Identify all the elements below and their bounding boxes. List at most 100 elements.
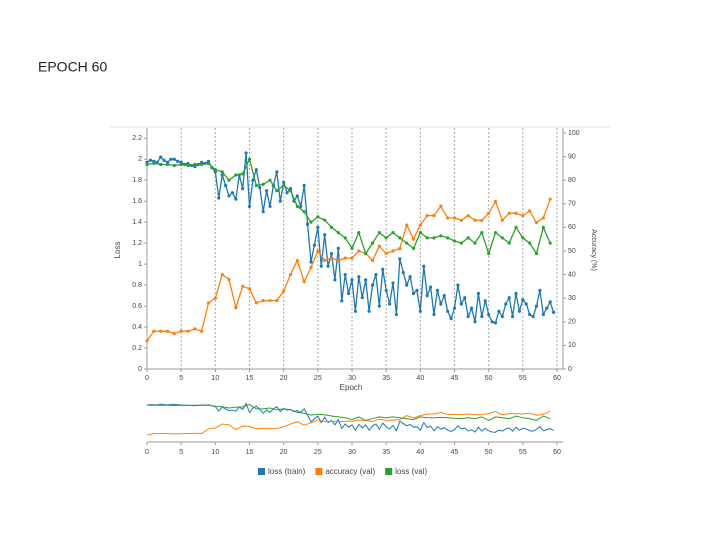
point [336,246,340,250]
point [326,264,330,268]
point [500,314,504,319]
y2-tick-label: 40 [568,271,576,278]
point [323,258,327,263]
y2-tick-label: 80 [568,177,576,184]
y2-axis-label: Accuracy (%) [590,229,597,271]
point [179,329,183,333]
mini-x-tick-label: 55 [519,449,527,456]
mini-x-tick-label: 10 [211,449,219,456]
point [439,234,443,238]
point [360,296,364,300]
mini-x-tick-label: 15 [246,449,254,456]
point [370,241,375,245]
y-tick-label: 2 [138,156,142,163]
point [466,236,470,240]
point [387,302,392,306]
point [220,170,224,174]
point [295,204,299,209]
point [418,231,422,235]
legend-label: loss (train) [268,467,306,476]
point [432,236,436,240]
point [459,241,463,245]
point [206,161,211,166]
point [282,183,286,188]
point [329,225,334,229]
point [548,241,552,245]
point [446,309,450,313]
x-axis-label: Epoch [340,383,363,392]
point [456,283,460,287]
point [411,291,416,296]
point [213,168,217,172]
point [295,258,299,263]
point [200,329,204,333]
point [350,278,354,282]
point [469,306,474,310]
point [480,314,484,319]
mini-series-line [146,403,551,421]
x-tick-label: 10 [211,375,219,382]
point [258,185,262,190]
point [398,236,402,240]
point [261,182,265,186]
point [367,309,371,313]
point [288,189,293,193]
point [336,231,340,235]
mini-x-tick-label: 30 [348,449,356,456]
point [500,218,504,222]
point [152,161,156,166]
point [446,216,450,220]
point [408,275,412,279]
point [241,284,245,288]
point [305,222,310,226]
point [466,314,470,319]
x-tick-label: 60 [553,375,561,382]
point [490,320,494,324]
point [251,178,255,182]
point [528,312,532,317]
point [364,278,368,282]
point [391,231,395,235]
point [288,273,293,277]
mini-x-tick-label: 35 [382,449,390,456]
point [384,288,388,292]
point [186,329,190,333]
point [278,199,282,203]
point [534,252,539,256]
x-tick-label: 50 [485,375,493,382]
point [551,310,556,314]
point [302,210,306,214]
point [234,306,238,310]
point [264,189,269,193]
point [548,300,552,304]
point [521,298,525,302]
point [377,244,381,248]
point [541,216,545,220]
point [312,243,317,247]
point [432,312,436,317]
y2-tick-label: 0 [568,366,572,373]
point [521,236,525,240]
point [528,209,532,213]
point [405,223,409,227]
point [319,264,323,268]
point [323,218,327,222]
point [500,236,504,240]
point [172,332,176,336]
point [329,256,334,260]
x-tick-label: 30 [348,375,356,382]
point [418,309,422,313]
mini-x-tick-label: 0 [145,449,149,456]
point [193,162,197,167]
point [159,329,163,333]
x-tick-label: 15 [246,375,254,382]
point [302,280,306,284]
point [411,237,416,241]
point [507,296,511,300]
point [507,241,511,245]
point [531,314,535,319]
point [247,204,252,209]
y2-tick-label: 10 [568,342,576,349]
point [384,236,388,240]
point [452,306,457,310]
